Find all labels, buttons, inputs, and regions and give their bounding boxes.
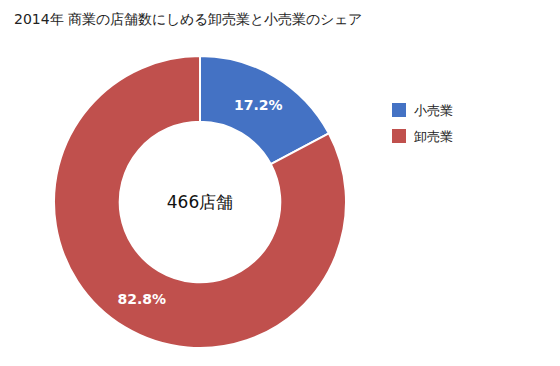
chart: 2014年 商業の店舗数にしめる卸売業と小売業のシェア 17.2% 82.8% 466… bbox=[0, 0, 560, 366]
title: 2014年 商業の店舗数にしめる卸売業と小売業のシェア bbox=[14, 11, 362, 27]
legend-label: 卸売業 bbox=[414, 129, 453, 144]
legend-swatch bbox=[392, 103, 406, 117]
center-text: 466店舗 bbox=[167, 192, 233, 212]
data-label: 82.8% bbox=[118, 291, 167, 307]
data-label: 17.2% bbox=[234, 97, 283, 113]
slice bbox=[54, 56, 346, 348]
legend-swatch bbox=[392, 129, 406, 143]
legend-label: 小売業 bbox=[414, 103, 453, 118]
